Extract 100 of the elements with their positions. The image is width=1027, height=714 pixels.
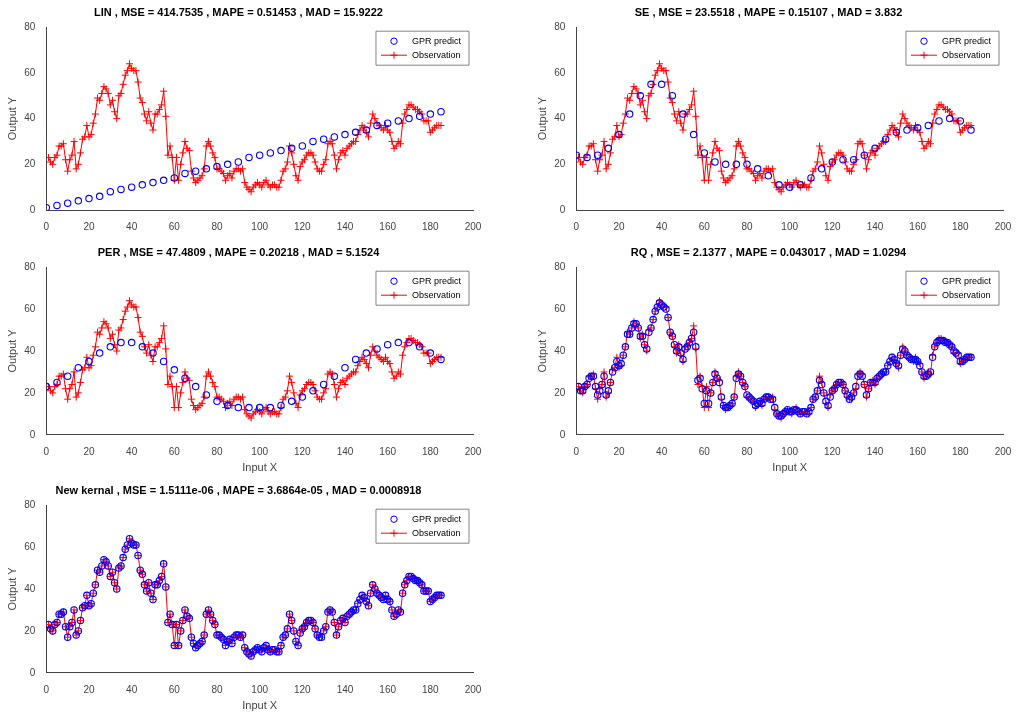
y-tick-label: 0 [29,203,36,215]
x-tick-label: 100 [251,220,269,232]
point [191,382,200,391]
x-tick-label: 40 [656,220,668,232]
x-tick-label: 80 [741,220,753,232]
x-tick-label: 20 [83,445,95,457]
point [53,201,61,210]
x-tick-label: 100 [251,683,269,695]
point [732,160,741,169]
x-tick-label: 180 [951,220,970,232]
x-tick-label: 80 [741,445,753,457]
y-tick-label: 60 [24,66,36,78]
x-tick-label: 140 [866,445,884,457]
x-tick-label: 160 [909,220,927,232]
point [657,80,666,89]
y-tick-label: 0 [559,428,566,440]
point [394,117,403,125]
point [604,144,613,153]
point [170,366,179,374]
x-tick-label: 100 [781,445,799,457]
y-tick-label: 60 [554,302,566,314]
point [234,158,243,166]
x-tick-label: 120 [293,683,312,695]
y-tick-label: 20 [24,158,36,170]
point [277,146,285,155]
x-tick-label: 160 [909,445,927,457]
x-tick-label: 140 [336,220,354,232]
x-tick-label: 100 [781,220,799,232]
chart-title: SE , MSE = 23.5518 , MAPE = 0.15107 , MAD = 3.832 [634,5,903,18]
point [159,357,168,366]
y-axis-title: Output Y [535,328,548,373]
point [817,165,826,173]
point [383,340,392,349]
x-tick-label: 200 [464,220,482,232]
x-axis-title: Input X [772,461,808,474]
x-tick-label: 80 [211,220,223,232]
legend-label: Observation [411,527,461,538]
y-tick-label: 80 [554,20,566,32]
point [63,199,72,207]
point [191,167,200,175]
point [625,110,634,118]
point [319,380,328,389]
point [106,187,115,196]
x-tick-label: 60 [168,220,181,232]
point [764,171,773,180]
y-tick-label: 80 [24,260,36,272]
legend-label: GPR predict [411,35,462,46]
legend-label: GPR predict [941,35,992,46]
point [234,403,243,412]
point [700,149,709,157]
chart-title: RQ , MSE = 2.1377 , MAPE = 0.043017 , MAD = 1.0294 [630,245,908,258]
point [341,130,349,139]
point [74,197,83,205]
point [223,160,232,169]
x-tick-label: 40 [126,683,138,695]
x-axis-title: Input X [242,461,278,474]
x-tick-label: 20 [613,445,625,457]
point [117,185,125,194]
x-tick-label: 80 [211,445,223,457]
x-tick-label: 0 [43,683,50,695]
x-tick-label: 160 [379,683,397,695]
point [362,349,371,357]
point [85,194,93,203]
x-tick-label: 40 [656,445,668,457]
x-tick-label: 120 [293,220,312,232]
x-tick-label: 200 [994,445,1012,457]
point [213,397,221,406]
legend-label: Observation [411,289,461,300]
point [298,142,307,150]
y-tick-label: 40 [24,344,36,356]
point [181,169,189,178]
point [309,137,317,146]
point [149,178,157,187]
y-tick-label: 80 [554,260,566,272]
point [85,357,93,366]
point [689,130,698,139]
legend-label: GPR predict [941,275,992,286]
x-tick-label: 200 [994,220,1012,232]
point [753,165,762,173]
chart-title: LIN , MSE = 414.7535 , MAPE = 0.51453 , MAD = 15.9222 [94,5,383,18]
x-tick-label: 60 [698,220,711,232]
point [967,126,975,134]
x-tick-label: 120 [823,445,842,457]
y-tick-label: 20 [554,386,566,398]
x-tick-label: 100 [251,445,269,457]
point [437,108,445,116]
point [106,343,115,351]
legend-label: Observation [941,289,991,300]
y-tick-label: 20 [24,386,36,398]
point [341,364,349,372]
point [63,372,72,380]
point [117,338,125,347]
x-tick-label: 0 [573,445,580,457]
point [266,149,275,157]
point [138,181,147,189]
x-tick-label: 60 [168,683,181,695]
y-tick-label: 20 [554,158,566,170]
point [266,403,275,412]
x-tick-label: 120 [823,220,842,232]
point [405,114,413,123]
